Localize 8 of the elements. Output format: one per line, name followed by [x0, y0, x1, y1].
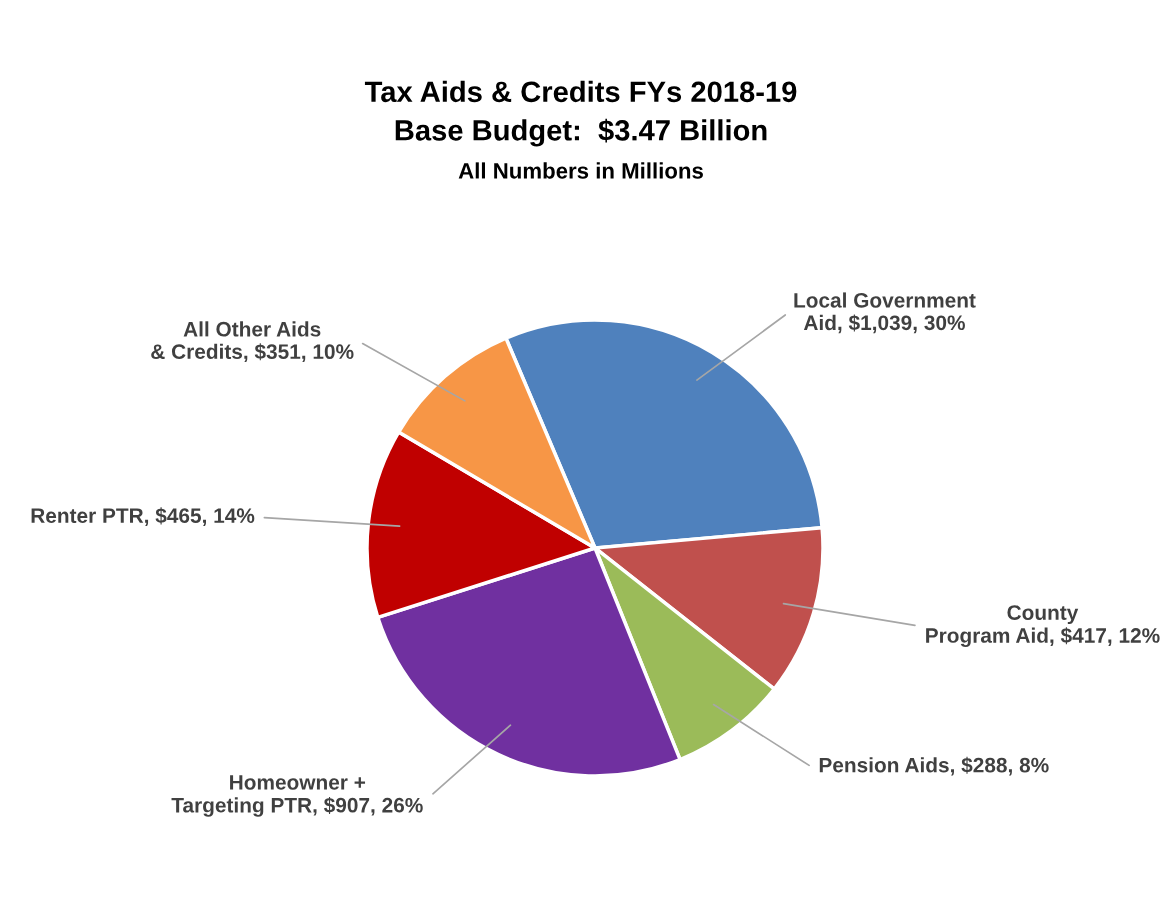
slice-label: Renter PTR, $465, 14%	[31, 507, 255, 527]
slice-label: Local Government Aid, $1,039, 30%	[794, 292, 976, 334]
chart-title: Tax Aids & Credits FYs 2018-19 Base Budget: $3.47 Billion	[364, 80, 797, 147]
chart-subtitle: All Numbers in Millions	[458, 162, 703, 179]
slice-label: All Other Aids & Credits, $351, 10%	[151, 321, 354, 363]
slice-label: Homeowner + Targeting PTR, $907, 26%	[171, 775, 423, 817]
slice-label: County Program Aid, $417, 12%	[926, 605, 1160, 648]
slice-label: Pension Aids, $288, 8%	[819, 756, 1049, 776]
